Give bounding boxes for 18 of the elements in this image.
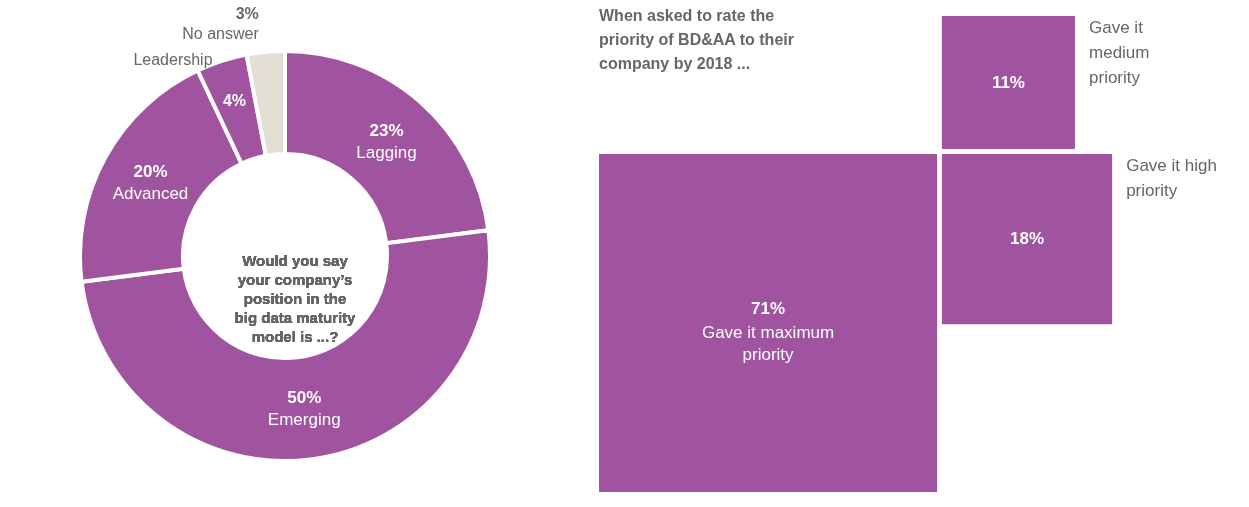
slice-label: No answer [182,24,260,42]
slice-label: Advanced [112,184,189,204]
text: Would you say your company’s position in the big data maturity model is ...? [234,251,357,345]
slice-label: Emerging [267,410,341,430]
data-label: 11% [991,72,1025,92]
slice-label: Leadership [133,50,213,68]
data-label: 50% [287,388,322,408]
data-label: 3% [235,4,259,22]
data-label: 71% [751,298,786,318]
slice-label: Lagging [356,142,417,162]
category-label: Gave it medium priority [1089,18,1150,88]
text: When asked to rate the priority of BD&AA to their company by 2018 ... [599,7,794,73]
data-label: 4% [222,91,247,109]
category-label: Gave it maximum priority [701,322,835,364]
data-label: 18% [1010,229,1045,249]
data-label: 23% [369,120,404,140]
category-label: Gave it high priority [1126,155,1217,200]
data-label: 20% [133,162,168,182]
